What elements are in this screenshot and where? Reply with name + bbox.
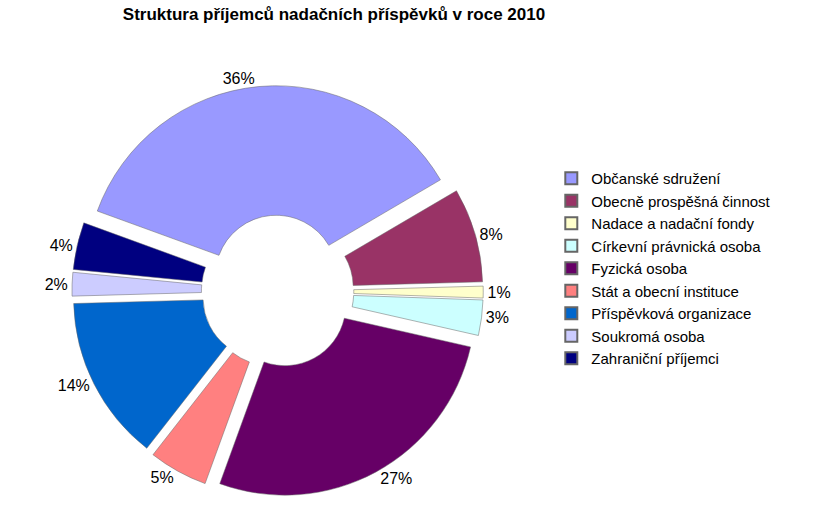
svg-text:Fyzická osoba: Fyzická osoba xyxy=(591,260,688,277)
svg-text:Občanské sdružení: Občanské sdružení xyxy=(591,170,721,187)
svg-text:4%: 4% xyxy=(50,237,73,254)
svg-text:14%: 14% xyxy=(58,377,90,394)
svg-text:Stát a obecní instituce: Stát a obecní instituce xyxy=(591,283,739,300)
svg-text:27%: 27% xyxy=(380,470,412,487)
svg-text:Obecně prospěšná činnost: Obecně prospěšná činnost xyxy=(591,193,770,210)
svg-text:2%: 2% xyxy=(45,276,68,293)
svg-text:3%: 3% xyxy=(486,309,509,326)
svg-text:Zahraniční příjemci: Zahraniční příjemci xyxy=(591,350,719,367)
svg-text:Příspěvková organizace: Příspěvková organizace xyxy=(591,305,751,322)
svg-text:36%: 36% xyxy=(223,70,255,87)
svg-text:Struktura příjemců nadačních p: Struktura příjemců nadačních příspěvků v… xyxy=(123,5,545,24)
svg-text:Církevní právnická osoba: Církevní právnická osoba xyxy=(591,238,761,255)
svg-text:1%: 1% xyxy=(487,284,510,301)
svg-text:Nadace a nadační fondy: Nadace a nadační fondy xyxy=(591,215,754,232)
svg-text:5%: 5% xyxy=(151,469,174,486)
svg-text:Soukromá osoba: Soukromá osoba xyxy=(591,328,705,345)
svg-text:8%: 8% xyxy=(480,226,503,243)
